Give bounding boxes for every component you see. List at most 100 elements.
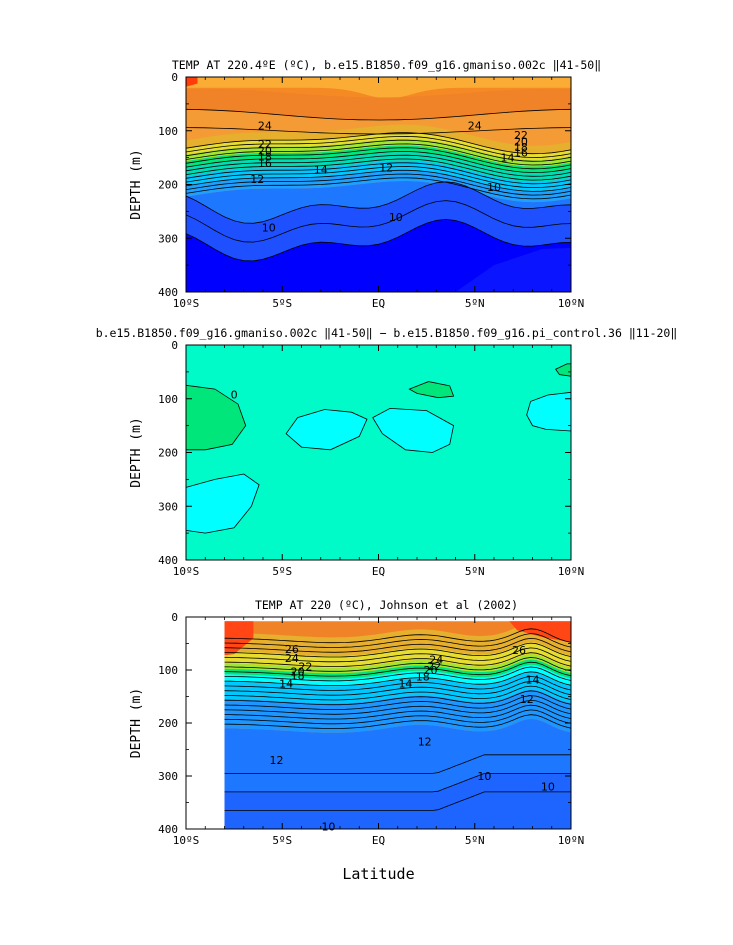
- isoline: [186, 127, 571, 135]
- y-axis-label: DEPTH (m): [129, 417, 144, 487]
- isoline: [224, 652, 571, 668]
- x-tick-label: 5ºS: [272, 834, 292, 847]
- fill-band: [186, 345, 571, 560]
- y-tick-label: 300: [158, 770, 178, 783]
- isoline: [224, 695, 571, 710]
- isoline: [186, 151, 571, 173]
- contour-label: 10: [321, 820, 335, 833]
- y-tick-label: 300: [158, 232, 178, 245]
- isoline: [186, 173, 571, 196]
- isoline: [224, 754, 571, 774]
- y-tick-label: 100: [158, 125, 178, 138]
- isoline: [186, 147, 571, 170]
- contour-label: 20: [514, 136, 528, 149]
- x-axis-label: Latitude: [342, 865, 414, 883]
- contour-label: 10: [262, 222, 276, 235]
- panel-title: TEMP AT 220 (ºC), Johnson et al (2002): [255, 598, 518, 612]
- y-tick-label: 0: [171, 71, 178, 84]
- contour-label: 20: [423, 664, 437, 677]
- x-tick-label: 10ºS: [173, 565, 200, 578]
- isoline: [224, 685, 571, 701]
- isoline: [224, 633, 571, 648]
- x-tick-label: EQ: [372, 834, 385, 847]
- x-tick-label: 5ºN: [465, 834, 485, 847]
- contour-label: 14: [398, 677, 412, 690]
- contour-label: 14: [526, 674, 540, 687]
- isoline: [224, 704, 571, 720]
- contour-label: 24: [258, 119, 272, 132]
- panel-difference: 10ºS 5ºS EQ 5ºN 10ºN 0 100 200 300 400 b.e15.B1850…: [96, 326, 678, 578]
- x-tick-label: 10ºN: [558, 565, 585, 578]
- anomaly-region: [372, 407, 455, 453]
- y-tick-label: 200: [158, 717, 178, 730]
- contour-label: 0: [231, 388, 238, 401]
- isoline: [186, 135, 571, 158]
- y-axis-label: DEPTH (m): [129, 149, 144, 219]
- fill-band: [224, 621, 571, 638]
- contour-label: 22: [514, 129, 528, 142]
- contour-label: 16: [514, 146, 528, 159]
- isoline: [224, 773, 571, 793]
- x-tick-label: 10ºS: [173, 297, 200, 310]
- fill-band: [186, 124, 571, 154]
- isoline: [224, 714, 571, 730]
- fill-band: [224, 623, 571, 656]
- isoline: [224, 661, 571, 677]
- x-tick-label: EQ: [372, 297, 385, 310]
- y-tick-label: 100: [158, 664, 178, 677]
- panel-title: TEMP AT 220.4ºE (ºC), b.e15.B1850.f09_g1…: [172, 58, 601, 72]
- anomaly-region: [526, 391, 571, 432]
- filled-contours: [224, 621, 571, 829]
- panel-title: b.e15.B1850.f09_g16.gmaniso.002c ‖41-50‖…: [96, 326, 678, 340]
- contour-label: 12: [269, 754, 283, 767]
- contour-label: 20: [291, 666, 305, 679]
- fill-band: [224, 659, 571, 679]
- fill-band: [224, 654, 571, 674]
- fill-band: [186, 170, 571, 203]
- panel-model-temp: 10ºS 5ºS EQ 5ºN 10ºN 0 100 200 300 400 TEMP AT 220…: [129, 58, 601, 310]
- contour-label: 22: [427, 660, 441, 673]
- fill-band: [186, 109, 571, 146]
- y-axis-label: DEPTH (m): [129, 688, 144, 758]
- filled-contours: [186, 77, 571, 292]
- contour-label: 14: [314, 163, 328, 176]
- fill-band: [186, 181, 571, 261]
- x-tick-label: 5ºN: [465, 297, 485, 310]
- isoline: [186, 158, 571, 181]
- isoline: [186, 200, 571, 243]
- y-tick-label: 400: [158, 554, 178, 567]
- fill-band: [224, 672, 571, 704]
- x-tick-label: 5ºN: [465, 565, 485, 578]
- isoline: [186, 181, 571, 224]
- isoline: [224, 791, 571, 811]
- fill-band: [224, 664, 571, 687]
- isoline: [186, 162, 571, 185]
- y-tick-label: 400: [158, 286, 178, 299]
- y-tick-label: 200: [158, 179, 178, 192]
- isoline: [186, 143, 571, 166]
- isoline: [186, 218, 571, 262]
- y-tick-label: 100: [158, 393, 178, 406]
- isoline: [224, 680, 571, 696]
- y-tick-label: 0: [171, 611, 178, 624]
- anomaly-region: [408, 381, 455, 399]
- contour-label: 20: [258, 145, 272, 158]
- isoline: [224, 709, 571, 725]
- isoline: [186, 166, 571, 189]
- contour-label: 24: [429, 653, 443, 666]
- isoline: [224, 690, 571, 706]
- contour-label: 26: [285, 643, 299, 656]
- fill-band: [186, 139, 571, 167]
- x-tick-label: 5ºS: [272, 297, 292, 310]
- y-tick-label: 0: [171, 339, 178, 352]
- anomaly-region: [186, 384, 247, 451]
- x-tick-label: 5ºS: [272, 565, 292, 578]
- fill-band: [186, 77, 198, 87]
- fill-band: [186, 88, 571, 120]
- x-tick-label: 10ºN: [558, 834, 585, 847]
- contour-label: 12: [520, 693, 534, 706]
- isoline: [224, 699, 571, 715]
- fill-band: [186, 219, 571, 292]
